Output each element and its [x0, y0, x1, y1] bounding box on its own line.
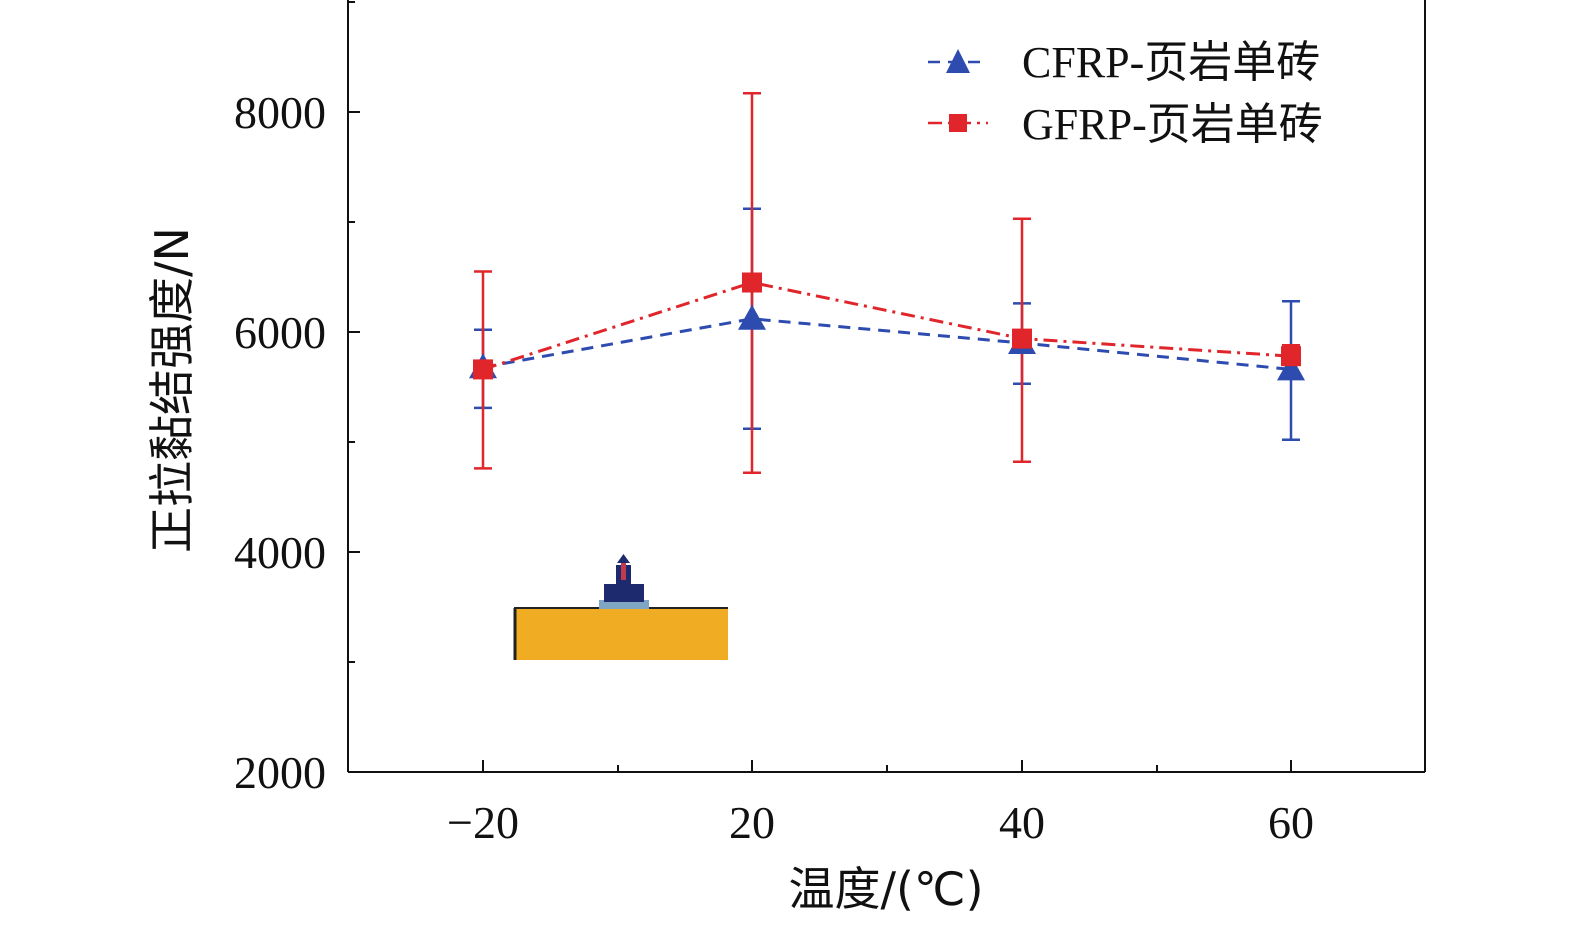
pull-arrow-head: [617, 554, 630, 563]
brick-rect: [514, 608, 728, 660]
x-tick-label: −20: [447, 797, 519, 848]
legend-label-gfrp: GFRP-页岩单砖: [1022, 100, 1323, 149]
y-axis-title: 正拉黏结强度/N: [145, 227, 199, 553]
pull-block: [604, 584, 644, 602]
marker-triangle-cfrp: [1277, 355, 1305, 381]
legend: CFRP-页岩单砖 GFRP-页岩单砖: [928, 38, 1323, 149]
error-bars: [474, 92, 1300, 475]
x-tick-label: 60: [1268, 797, 1314, 848]
pull-rod: [621, 558, 626, 580]
x-tick-label: 40: [999, 797, 1045, 848]
legend-label-cfrp: CFRP-页岩单砖: [1022, 38, 1320, 87]
legend-item-gfrp: GFRP-页岩单砖: [928, 100, 1323, 149]
y-tick-label: 4000: [234, 527, 326, 578]
x-tick-label: 20: [729, 797, 775, 848]
series-line-gfrp: [482, 280, 1292, 371]
legend-item-cfrp: CFRP-页岩单砖: [928, 38, 1320, 87]
series-line-cfrp: [482, 317, 1292, 371]
marker-square-gfrp: [1012, 328, 1032, 349]
y-ticks: [348, 1, 360, 663]
x-axis-title: 温度/(℃): [788, 862, 983, 916]
frp-pull-test-icon: [513, 554, 728, 660]
marker-square-gfrp: [742, 272, 762, 293]
marker-square-gfrp: [473, 359, 493, 380]
frp-plate: [599, 600, 649, 609]
marker-triangle-cfrp: [738, 304, 766, 330]
series-lines: [482, 280, 1292, 371]
y-tick-label: 8000: [234, 87, 326, 138]
y-tick-label: 2000: [234, 747, 326, 798]
y-tick-label: 6000: [234, 307, 326, 358]
x-tick-labels: −20 20 40 60: [447, 797, 1314, 848]
y-tick-labels: 2000 4000 6000 8000: [234, 87, 326, 798]
legend-triangle-icon: [946, 49, 970, 73]
legend-square-icon: [949, 114, 967, 132]
markers: [469, 272, 1305, 381]
marker-square-gfrp: [1281, 346, 1301, 367]
x-ticks: [482, 760, 1292, 772]
